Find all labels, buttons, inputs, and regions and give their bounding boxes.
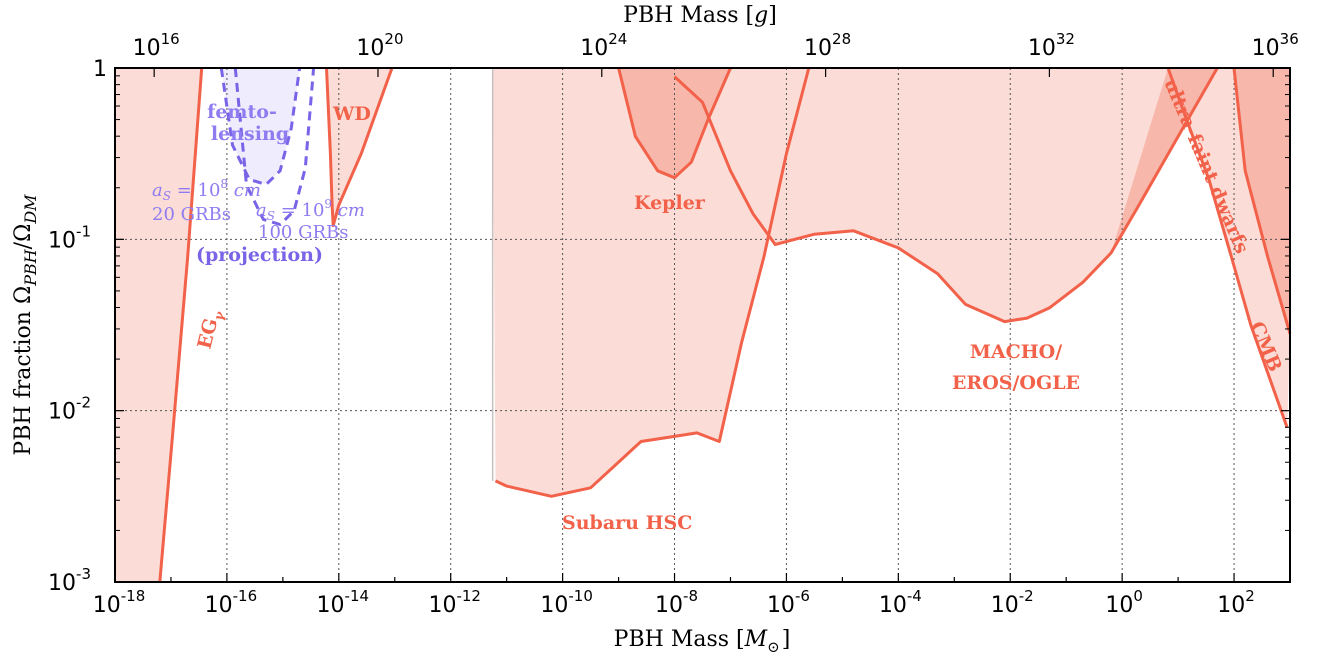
femtolensing-projection-fill — [221, 68, 300, 185]
egamma-label: EGγ — [194, 306, 229, 352]
top-tick-label: 1016 — [133, 30, 180, 61]
egamma-exclusion-fill — [115, 68, 202, 582]
egamma-curve — [158, 67, 204, 583]
x-tick-label: 10-10 — [540, 587, 593, 618]
top-x-axis-title: PBH Mass [g] — [623, 3, 777, 28]
axis-ticks — [114, 67, 1291, 583]
as9-radius-label: aS = 109 cm — [256, 197, 365, 223]
y-tick-label: 10-2 — [48, 394, 91, 425]
top-tick-label: 1032 — [1028, 30, 1075, 61]
y-axis-title: PBH fraction ΩPBH/ΩDM — [11, 194, 40, 456]
x-tick-label: 10-12 — [428, 587, 481, 618]
x-tick-label: 102 — [1217, 587, 1255, 618]
x-tick-labels: 10-18 10-16 10-14 10-12 10-10 10-8 10-6 10-4 10-… — [93, 587, 1255, 618]
y-tick-label: 10-1 — [48, 222, 91, 253]
constraint-curves — [158, 67, 1292, 583]
wd-label: WD — [332, 103, 371, 125]
plot-frame — [114, 67, 1291, 583]
x-tick-label: 100 — [1105, 587, 1143, 618]
top-tick-label: 1020 — [356, 30, 403, 61]
y-tick-label: 10-3 — [48, 565, 91, 596]
as8-grbs-label: 20 GRBs — [152, 204, 231, 225]
kepler-label: Kepler — [634, 192, 706, 214]
femtolensing-label-line2: lensing — [211, 123, 289, 145]
femtolensing-as8-curve — [219, 67, 302, 186]
constraint-fills — [115, 68, 1290, 582]
y-tick-label: 1 — [93, 57, 107, 82]
as9-grbs-label: 100 GRBs — [258, 222, 348, 243]
x-tick-label: 10-2 — [991, 587, 1034, 618]
wd-curve — [325, 67, 394, 228]
x-axis-title: PBH Mass [M⊙] — [614, 627, 791, 656]
as8-radius-label: aS = 108 cm — [152, 177, 261, 203]
top-tick-label: 1024 — [580, 30, 627, 61]
x-tick-label: 10-16 — [205, 587, 258, 618]
microlensing-exclusion-fill — [492, 68, 1290, 497]
macho-eros-ogle-curve — [673, 67, 1219, 324]
femtolensing-as9-curve — [233, 67, 316, 226]
x-tick-label: 10-4 — [879, 587, 922, 618]
macho-label-line2: EROS/OGLE — [952, 372, 1080, 394]
x-tick-label: 10-8 — [655, 587, 698, 618]
y-tick-labels: 10-3 10-2 10-1 1 — [48, 57, 107, 596]
cmb-curve — [1232, 67, 1292, 335]
region-labels: EGγ WD femto- lensing aS = 108 cm 20 GRB… — [152, 75, 1286, 534]
cmb-overlap-fill — [1234, 68, 1290, 334]
top-x-tick-labels: 1016 1020 1024 1028 1032 1036 — [133, 30, 1299, 61]
subaru-hsc-curve — [494, 67, 811, 498]
kepler-overlap-fill — [618, 68, 731, 178]
projection-label: (projection) — [196, 244, 323, 266]
femtolensing-label-line1: femto- — [207, 101, 277, 123]
wd-exclusion-fill — [326, 68, 392, 226]
subaru-hsc-label: Subaru HSC — [562, 512, 692, 534]
top-tick-label: 1036 — [1252, 30, 1299, 61]
ultra-faint-dwarfs-curve — [1166, 67, 1289, 429]
x-tick-label: 10-18 — [93, 587, 146, 618]
x-tick-label: 10-6 — [767, 587, 810, 618]
top-tick-label: 1028 — [804, 30, 851, 61]
macho-label-line1: MACHO/ — [970, 341, 1062, 363]
x-tick-label: 10-14 — [317, 587, 370, 618]
